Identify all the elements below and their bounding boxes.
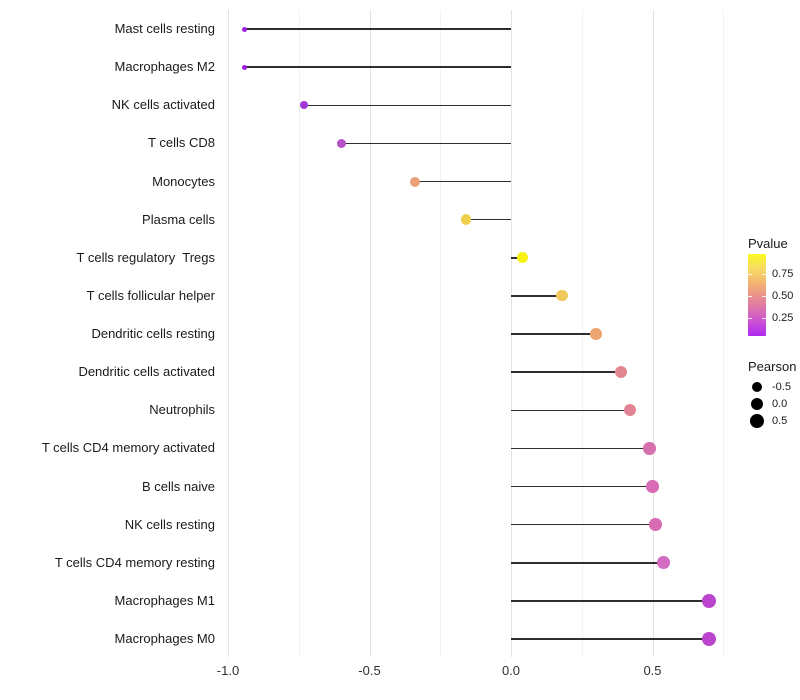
gridline-major [369, 10, 371, 657]
colorbar-tick-left [748, 273, 752, 275]
lollipop-stem [511, 409, 630, 411]
lollipop-stem [511, 371, 622, 373]
lollipop-stem [511, 295, 562, 297]
category-label: Dendritic cells resting [91, 326, 215, 341]
lollipop-stem [511, 333, 596, 335]
category-label: T cells CD4 memory resting [54, 554, 215, 570]
lollipop-stem [244, 66, 511, 68]
lollipop-stem [511, 600, 710, 602]
lollipop-stem [511, 257, 523, 259]
data-point [649, 518, 662, 531]
pvalue-legend-title: Pvalue [748, 236, 788, 251]
data-point [516, 252, 528, 264]
colorbar-tick-left [748, 295, 752, 297]
lollipop-stem [244, 28, 511, 30]
lollipop-stem [414, 180, 511, 183]
pearson-size-label: -0.5 [772, 381, 791, 393]
pearson-size-dot [752, 382, 762, 392]
data-point [646, 480, 659, 493]
data-point [643, 442, 656, 455]
lollipop-stem [511, 562, 664, 564]
category-label: Plasma cells [142, 211, 215, 227]
category-label: Macrophages M1 [114, 592, 215, 608]
data-point [409, 176, 420, 187]
category-label: Macrophages M0 [114, 631, 215, 646]
data-point [460, 214, 471, 225]
category-label: Macrophages M2 [114, 59, 215, 75]
category-label: T cells follicular helper [86, 287, 215, 303]
lollipop-stem [465, 218, 511, 221]
category-label: T cells regulatory Tregs [76, 249, 215, 265]
gridline-major [652, 10, 654, 657]
data-point [336, 138, 346, 148]
x-axis-tick-label: 0.0 [501, 663, 521, 678]
pearson-size-label: 0.5 [772, 415, 788, 427]
data-point [623, 404, 636, 417]
pearson-size-dot [750, 414, 764, 428]
gridline-minor [723, 10, 725, 657]
x-axis-tick-label: -1.0 [216, 663, 240, 678]
colorbar-tick-label: 0.75 [772, 267, 794, 280]
data-point [701, 631, 717, 647]
category-label: NK cells activated [111, 97, 215, 113]
colorbar-tick-label: 0.50 [772, 289, 794, 302]
colorbar-tick-label: 0.25 [772, 312, 794, 325]
data-point [242, 64, 248, 70]
lollipop-stem [511, 447, 650, 450]
lollipop-stem [511, 638, 710, 640]
pvalue-colorbar [748, 254, 766, 336]
category-label: Neutrophils [149, 402, 215, 418]
gridline-major [228, 10, 229, 657]
pearson-size-dot [751, 398, 763, 410]
category-label: Mast cells resting [114, 21, 215, 36]
x-axis-tick-label: 0.5 [643, 663, 662, 678]
data-point [242, 26, 248, 32]
data-point [556, 290, 568, 302]
data-point [701, 593, 717, 609]
x-axis-tick-label: -0.5 [358, 663, 381, 678]
data-point [590, 328, 602, 340]
lollipop-stem [341, 142, 511, 145]
lollipop-stem [511, 523, 656, 526]
data-point [615, 366, 628, 379]
pearson-legend-title: Pearson [748, 359, 797, 374]
category-label: Monocytes [152, 173, 215, 189]
colorbar-tick-right [762, 273, 766, 275]
colorbar-tick-right [762, 295, 766, 297]
category-label: NK cells resting [124, 516, 215, 532]
data-point [657, 556, 671, 570]
pearson-size-label: 0.0 [772, 398, 788, 410]
data-point [300, 101, 309, 110]
colorbar-tick-left [748, 318, 752, 320]
gridline-minor [440, 10, 442, 657]
colorbar-tick-right [762, 318, 766, 320]
lollipop-stem [304, 104, 511, 106]
category-label: B cells naive [142, 478, 215, 494]
lollipop-stem [511, 485, 653, 488]
category-label: T cells CD8 [148, 135, 215, 151]
category-label: Dendritic cells activated [78, 364, 215, 380]
category-label: T cells CD4 memory activated [41, 440, 215, 456]
